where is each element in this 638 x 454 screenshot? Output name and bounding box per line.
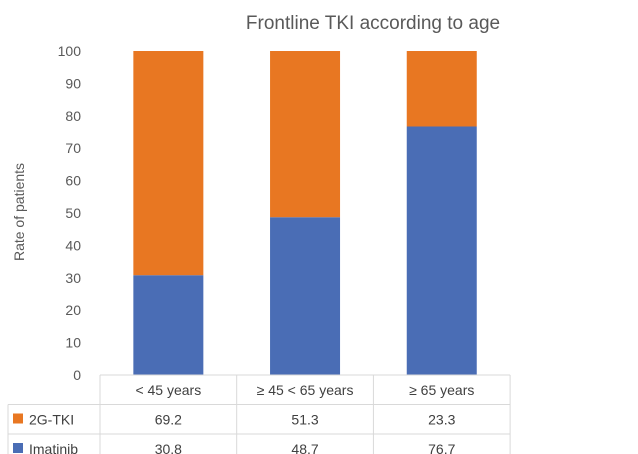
y-tick-label: 70 (65, 140, 81, 156)
x-category-label: ≥ 45 < 65 years (257, 382, 354, 398)
y-tick-label: 20 (65, 302, 81, 318)
bar-segment-2g-tki (133, 51, 204, 276)
y-axis-ticks: 0 10 20 30 40 50 60 70 80 90 100 (58, 43, 82, 383)
bar-segment-2g-tki (406, 51, 477, 127)
y-tick-label: 50 (65, 205, 81, 221)
bar-segment-2g-tki (270, 51, 341, 218)
data-label: 23.3 (428, 412, 455, 428)
bars (133, 51, 477, 375)
data-label: 30.8 (155, 441, 182, 454)
chart-title: Frontline TKI according to age (246, 13, 500, 34)
x-category-label: < 45 years (135, 382, 201, 398)
legend-label: 2G-TKI (29, 412, 74, 428)
data-table: < 45 years ≥ 45 < 65 years ≥ 65 years 2G-TK… (7, 374, 511, 454)
bar-segment-imatinib (133, 275, 204, 375)
bar-segment-imatinib (270, 217, 341, 375)
bar-segment-imatinib (406, 126, 477, 375)
legend-key-imatinib (13, 443, 23, 453)
y-tick-label: 30 (65, 270, 81, 286)
y-tick-label: 80 (65, 108, 81, 124)
y-tick-label: 10 (65, 335, 81, 351)
data-label: 48.7 (291, 441, 318, 454)
y-axis-label: Rate of patients (11, 163, 27, 261)
data-label: 51.3 (291, 412, 318, 428)
data-label: 69.2 (155, 412, 182, 428)
data-label: 76.7 (428, 441, 455, 454)
y-tick-label: 100 (58, 43, 82, 59)
y-tick-label: 60 (65, 173, 81, 189)
legend-key-2g-tki (13, 413, 23, 424)
y-tick-label: 40 (65, 237, 81, 253)
y-tick-label: 90 (65, 75, 81, 91)
x-category-label: ≥ 65 years (409, 382, 474, 398)
legend-label: Imatinib (29, 441, 78, 454)
y-tick-label: 0 (73, 367, 81, 383)
